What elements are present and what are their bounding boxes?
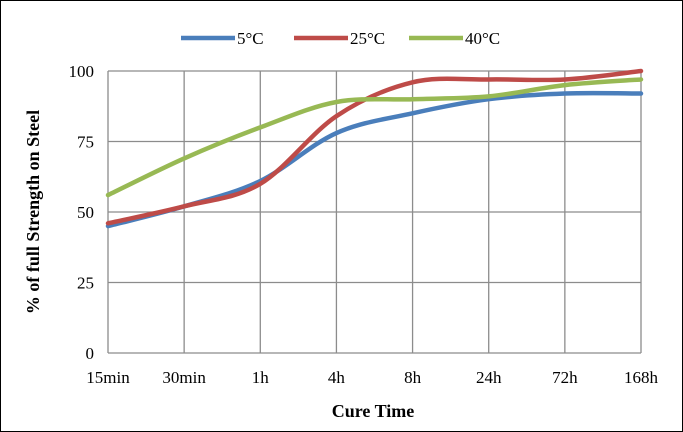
series-lines (105, 68, 644, 229)
x-tick-label: 8h (404, 368, 422, 387)
x-tick-label: 24h (476, 368, 502, 387)
x-tick-label: 30min (162, 368, 206, 387)
x-tick-label: 15min (86, 368, 130, 387)
x-tick-label: 72h (552, 368, 578, 387)
y-tick-label: 25 (77, 274, 94, 293)
y-tick-label: 0 (86, 344, 95, 363)
x-tick-label: 168h (624, 368, 659, 387)
y-axis-title: % of full Strength on Steel (23, 110, 43, 314)
legend-label: 5°C (237, 29, 264, 48)
x-axis-ticks: 15min 30min 1h 4h 8h 24h 72h 168h (86, 368, 658, 387)
x-axis-title: Cure Time (332, 401, 415, 421)
y-tick-label: 75 (77, 133, 94, 152)
x-tick-label: 1h (252, 368, 270, 387)
y-axis-ticks: 0 25 50 75 100 (69, 62, 95, 363)
y-tick-label: 100 (69, 62, 95, 81)
legend-label: 40°C (465, 29, 500, 48)
x-tick-label: 4h (328, 368, 346, 387)
legend-label: 25°C (350, 29, 385, 48)
y-tick-label: 50 (77, 203, 94, 222)
series-line-3 (105, 77, 644, 198)
gridlines (107, 70, 642, 354)
legend: 5°C 25°C 40°C (181, 29, 500, 48)
